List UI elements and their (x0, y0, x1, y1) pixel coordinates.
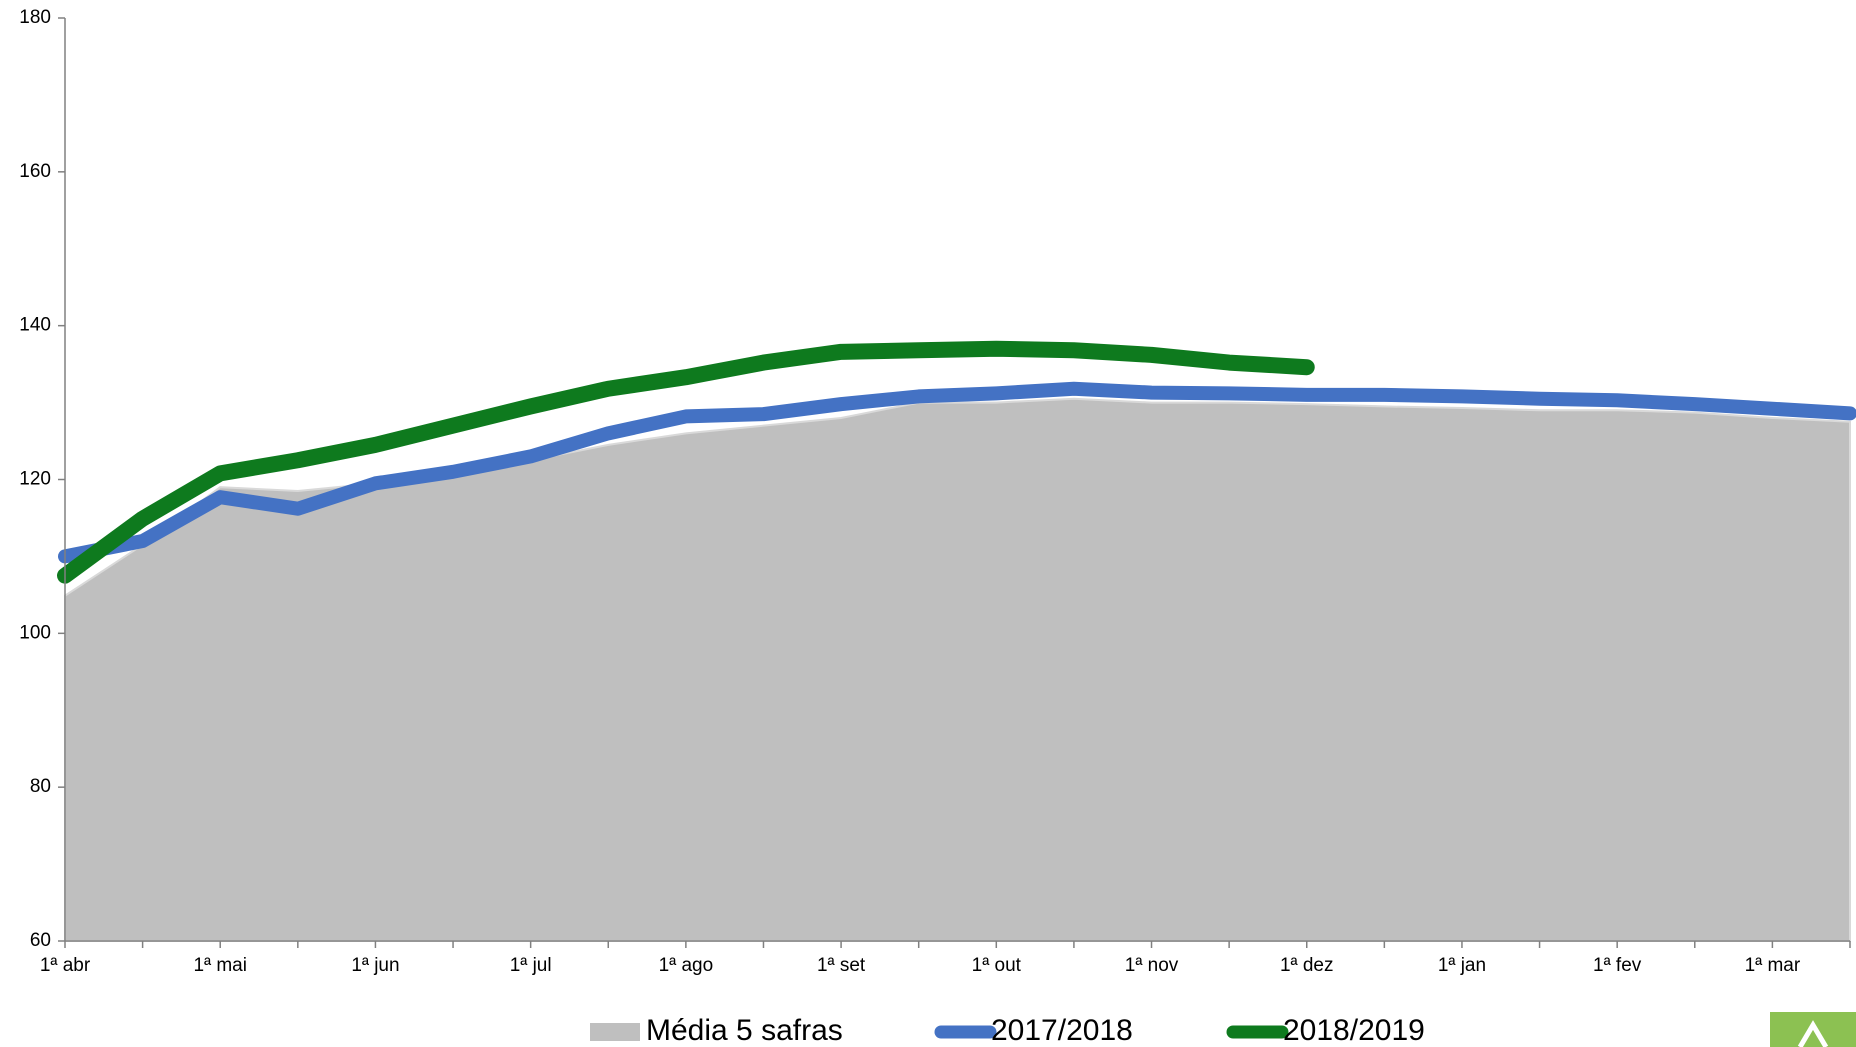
y-tick-label: 100 (19, 622, 51, 643)
x-tick-label: 1ª fev (1593, 955, 1642, 976)
y-tick-label: 80 (30, 776, 51, 797)
line (58, 381, 1856, 564)
legend-swatch (590, 1023, 640, 1041)
x-tick-label: 1ª nov (1125, 955, 1179, 976)
line (57, 340, 1315, 584)
x-tick-label: 1ª jul (510, 955, 552, 976)
area (64, 397, 1851, 942)
y-tick-label: 60 (30, 930, 51, 951)
legend-label: Média 5 safras (646, 1014, 843, 1047)
x-tick-label: 1ª dez (1280, 955, 1334, 976)
x-tick-label: 1ª out (972, 955, 1022, 976)
y-tick-label: 180 (19, 7, 51, 28)
y-tick-label: 140 (19, 315, 51, 336)
x-tick-label: 1ª set (817, 955, 866, 976)
y-tick-label: 160 (19, 161, 51, 182)
logo-mark (1797, 1020, 1829, 1047)
x-tick-label: 1ª jun (351, 955, 399, 976)
x-tick-label: 1ª mar (1745, 955, 1801, 976)
y-tick-label: 120 (19, 469, 51, 490)
legend-label: 2018/2019 (1283, 1014, 1425, 1047)
x-tick-label: 1ª jan (1438, 955, 1486, 976)
x-tick-label: 1ª ago (659, 955, 714, 976)
legend-label: 2017/2018 (991, 1014, 1133, 1047)
x-tick-label: 1ª abr (40, 955, 91, 976)
x-tick-label: 1ª mai (193, 955, 247, 976)
